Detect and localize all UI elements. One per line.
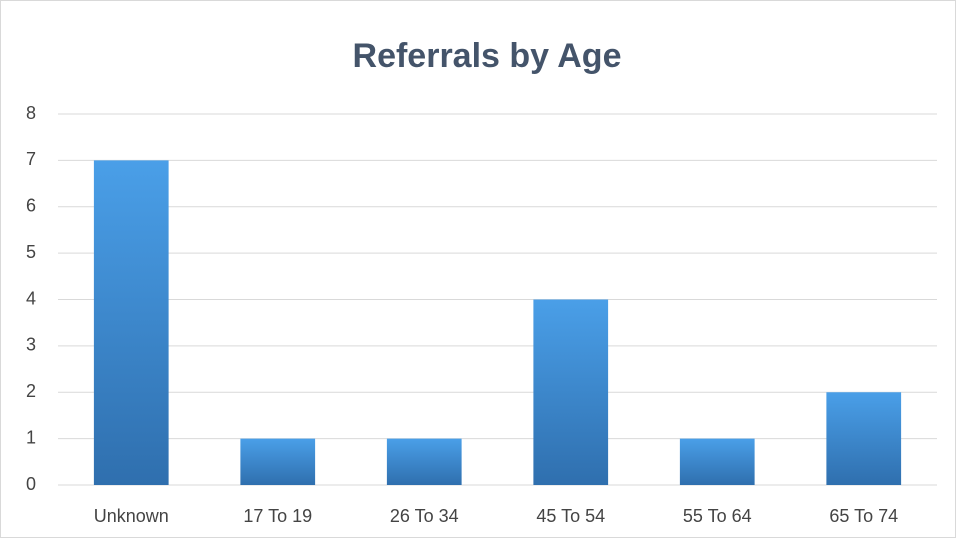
y-tick-label: 7 (26, 149, 36, 169)
y-tick-label: 4 (26, 288, 36, 308)
x-tick-label: 26 To 34 (390, 506, 459, 526)
bar (533, 299, 609, 485)
x-tick-label: 55 To 64 (683, 506, 752, 526)
x-tick-label: 65 To 74 (829, 506, 898, 526)
y-tick-label: 6 (26, 196, 36, 216)
bar (826, 392, 902, 485)
x-tick-label: Unknown (94, 506, 169, 526)
chart-title: Referrals by Age (353, 37, 622, 75)
y-tick-label: 0 (26, 474, 36, 494)
y-tick-label: 1 (26, 427, 36, 447)
y-tick-label: 3 (26, 335, 36, 355)
bar (240, 438, 316, 485)
y-tick-label: 5 (26, 242, 36, 262)
bar (93, 160, 169, 485)
x-tick-label: 17 To 19 (243, 506, 312, 526)
bar (386, 438, 462, 485)
x-tick-label: 45 To 54 (536, 506, 605, 526)
bar (679, 438, 755, 485)
y-tick-label: 2 (26, 381, 36, 401)
y-tick-label: 8 (26, 103, 36, 123)
